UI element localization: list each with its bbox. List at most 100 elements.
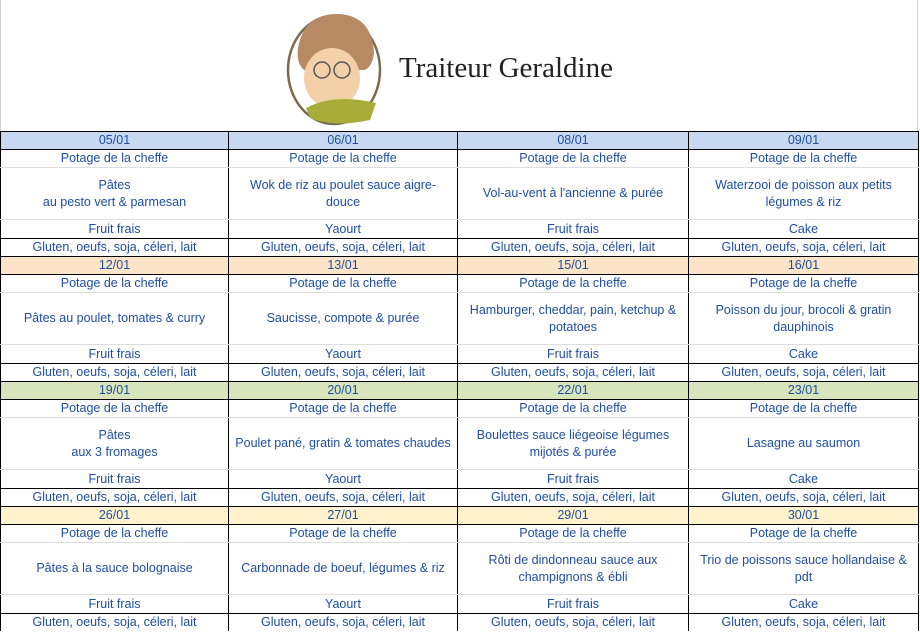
date-cell[interactable]: 27/01 <box>228 506 458 525</box>
allergens-cell[interactable]: Gluten, oeufs, soja, céleri, lait <box>228 363 458 382</box>
allergens-cell[interactable]: Gluten, oeufs, soja, céleri, lait <box>688 613 919 631</box>
dessert-cell[interactable]: Fruit frais <box>0 469 229 489</box>
main-cell[interactable]: Waterzooi de poisson aux petits légumes … <box>688 167 919 220</box>
main-cell[interactable]: Saucisse, compote & purée <box>228 292 458 345</box>
date-cell[interactable]: 05/01 <box>0 131 229 150</box>
week-4-main-row: Pâtes à la sauce bolognaise Carbonnade de… <box>0 542 919 595</box>
soup-cell[interactable]: Potage de la cheffe <box>228 274 458 293</box>
soup-cell[interactable]: Potage de la cheffe <box>457 524 689 543</box>
date-cell[interactable]: 19/01 <box>0 381 229 400</box>
dessert-cell[interactable]: Yaourt <box>228 469 458 489</box>
week-2-main-row: Pâtes au poulet, tomates & curry Saucisse… <box>0 292 919 345</box>
soup-cell[interactable]: Potage de la cheffe <box>688 399 919 418</box>
dessert-cell[interactable]: Fruit frais <box>0 594 229 614</box>
allergens-cell[interactable]: Gluten, oeufs, soja, céleri, lait <box>0 613 229 631</box>
soup-cell[interactable]: Potage de la cheffe <box>688 274 919 293</box>
soup-cell[interactable]: Potage de la cheffe <box>0 399 229 418</box>
date-cell[interactable]: 12/01 <box>0 256 229 275</box>
week-3-date-row: 19/01 20/01 22/01 23/01 <box>0 381 919 400</box>
date-cell[interactable]: 30/01 <box>688 506 919 525</box>
allergens-cell[interactable]: Gluten, oeufs, soja, céleri, lait <box>228 488 458 507</box>
date-cell[interactable]: 26/01 <box>0 506 229 525</box>
date-cell[interactable]: 08/01 <box>457 131 689 150</box>
allergens-cell[interactable]: Gluten, oeufs, soja, céleri, lait <box>228 613 458 631</box>
allergens-cell[interactable]: Gluten, oeufs, soja, céleri, lait <box>0 363 229 382</box>
allergens-cell[interactable]: Gluten, oeufs, soja, céleri, lait <box>688 488 919 507</box>
date-cell[interactable]: 22/01 <box>457 381 689 400</box>
allergens-cell[interactable]: Gluten, oeufs, soja, céleri, lait <box>228 238 458 257</box>
menu-header: Traiteur Geraldine <box>0 0 918 131</box>
main-cell[interactable]: Pâtes au poulet, tomates & curry <box>0 292 229 345</box>
date-cell[interactable]: 09/01 <box>688 131 919 150</box>
soup-cell[interactable]: Potage de la cheffe <box>228 149 458 168</box>
date-cell[interactable]: 15/01 <box>457 256 689 275</box>
soup-cell[interactable]: Potage de la cheffe <box>688 149 919 168</box>
soup-cell[interactable]: Potage de la cheffe <box>228 399 458 418</box>
dessert-cell[interactable]: Cake <box>688 219 919 239</box>
main-cell[interactable]: Hamburger, cheddar, pain, ketchup & pota… <box>457 292 689 345</box>
week-4-dessert-row: Fruit frais Yaourt Fruit frais Cake <box>0 594 919 614</box>
week-2-soup-row: Potage de la cheffe Potage de la cheffe Po… <box>0 274 919 293</box>
soup-cell[interactable]: Potage de la cheffe <box>0 524 229 543</box>
week-3-soup-row: Potage de la cheffe Potage de la cheffe Po… <box>0 399 919 418</box>
week-2-date-row: 12/01 13/01 15/01 16/01 <box>0 256 919 275</box>
allergens-cell[interactable]: Gluten, oeufs, soja, céleri, lait <box>0 238 229 257</box>
chef-portrait-logo <box>286 13 382 126</box>
menu-grid: 05/01 06/01 08/01 09/01 Potage de la cheffe P… <box>0 131 919 631</box>
dessert-cell[interactable]: Cake <box>688 469 919 489</box>
dessert-cell[interactable]: Yaourt <box>228 219 458 239</box>
allergens-cell[interactable]: Gluten, oeufs, soja, céleri, lait <box>0 488 229 507</box>
date-cell[interactable]: 06/01 <box>228 131 458 150</box>
dessert-cell[interactable]: Cake <box>688 344 919 364</box>
date-cell[interactable]: 13/01 <box>228 256 458 275</box>
week-4-allergens-row: Gluten, oeufs, soja, céleri, lait Gluten,… <box>0 613 919 631</box>
dessert-cell[interactable]: Fruit frais <box>457 469 689 489</box>
dessert-cell[interactable]: Cake <box>688 594 919 614</box>
main-cell[interactable]: Pâtes à la sauce bolognaise <box>0 542 229 595</box>
dessert-cell[interactable]: Fruit frais <box>457 219 689 239</box>
dessert-cell[interactable]: Fruit frais <box>0 344 229 364</box>
main-cell[interactable]: Pâtes aux 3 fromages <box>0 417 229 470</box>
week-2-allergens-row: Gluten, oeufs, soja, céleri, lait Gluten,… <box>0 363 919 382</box>
week-1-allergens-row: Gluten, oeufs, soja, céleri, lait Gluten,… <box>0 238 919 257</box>
soup-cell[interactable]: Potage de la cheffe <box>457 399 689 418</box>
dessert-cell[interactable]: Fruit frais <box>0 219 229 239</box>
main-cell[interactable]: Trio de poissons sauce hollandaise & pdt <box>688 542 919 595</box>
allergens-cell[interactable]: Gluten, oeufs, soja, céleri, lait <box>457 613 689 631</box>
soup-cell[interactable]: Potage de la cheffe <box>457 274 689 293</box>
allergens-cell[interactable]: Gluten, oeufs, soja, céleri, lait <box>457 488 689 507</box>
soup-cell[interactable]: Potage de la cheffe <box>228 524 458 543</box>
main-cell[interactable]: Lasagne au saumon <box>688 417 919 470</box>
allergens-cell[interactable]: Gluten, oeufs, soja, céleri, lait <box>457 238 689 257</box>
soup-cell[interactable]: Potage de la cheffe <box>688 524 919 543</box>
date-cell[interactable]: 29/01 <box>457 506 689 525</box>
brand-name: Traiteur Geraldine <box>399 52 613 84</box>
dessert-cell[interactable]: Yaourt <box>228 344 458 364</box>
soup-cell[interactable]: Potage de la cheffe <box>0 274 229 293</box>
main-cell[interactable]: Rôti de dindonneau sauce aux champignons… <box>457 542 689 595</box>
week-3-dessert-row: Fruit frais Yaourt Fruit frais Cake <box>0 469 919 489</box>
dessert-cell[interactable]: Fruit frais <box>457 344 689 364</box>
main-cell[interactable]: Poulet pané, gratin & tomates chaudes <box>228 417 458 470</box>
main-cell[interactable]: Pâtes au pesto vert & parmesan <box>0 167 229 220</box>
date-cell[interactable]: 16/01 <box>688 256 919 275</box>
week-2-dessert-row: Fruit frais Yaourt Fruit frais Cake <box>0 344 919 364</box>
week-3-main-row: Pâtes aux 3 fromages Poulet pané, gratin … <box>0 417 919 470</box>
soup-cell[interactable]: Potage de la cheffe <box>0 149 229 168</box>
dessert-cell[interactable]: Fruit frais <box>457 594 689 614</box>
allergens-cell[interactable]: Gluten, oeufs, soja, céleri, lait <box>688 238 919 257</box>
dessert-cell[interactable]: Yaourt <box>228 594 458 614</box>
week-4-date-row: 26/01 27/01 29/01 30/01 <box>0 506 919 525</box>
main-cell[interactable]: Carbonnade de boeuf, légumes & riz <box>228 542 458 595</box>
main-cell[interactable]: Wok de riz au poulet sauce aigre-douce <box>228 167 458 220</box>
allergens-cell[interactable]: Gluten, oeufs, soja, céleri, lait <box>688 363 919 382</box>
main-cell[interactable]: Boulettes sauce liégeoise légumes mijoté… <box>457 417 689 470</box>
week-1-soup-row: Potage de la cheffe Potage de la cheffe Po… <box>0 149 919 168</box>
week-3-allergens-row: Gluten, oeufs, soja, céleri, lait Gluten,… <box>0 488 919 507</box>
soup-cell[interactable]: Potage de la cheffe <box>457 149 689 168</box>
main-cell[interactable]: Poisson du jour, brocoli & gratin dauphi… <box>688 292 919 345</box>
main-cell[interactable]: Vol-au-vent à l'ancienne & purée <box>457 167 689 220</box>
date-cell[interactable]: 20/01 <box>228 381 458 400</box>
allergens-cell[interactable]: Gluten, oeufs, soja, céleri, lait <box>457 363 689 382</box>
date-cell[interactable]: 23/01 <box>688 381 919 400</box>
